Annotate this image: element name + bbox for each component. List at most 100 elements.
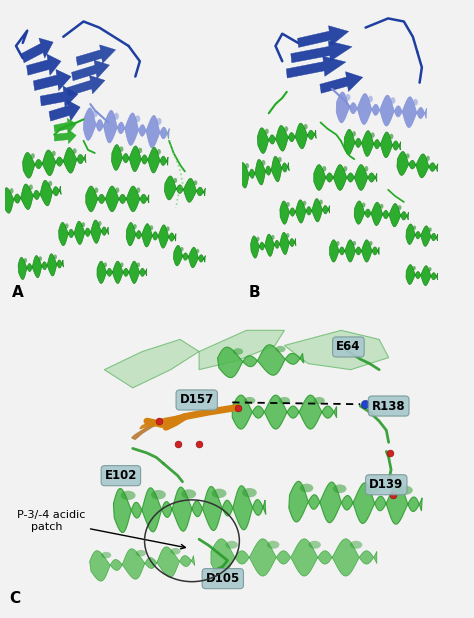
Circle shape (300, 484, 313, 493)
Circle shape (428, 227, 432, 232)
Polygon shape (126, 222, 176, 248)
Circle shape (302, 201, 306, 206)
Circle shape (319, 200, 323, 205)
FancyArrow shape (54, 129, 76, 143)
Circle shape (150, 225, 153, 231)
Text: E64: E64 (336, 341, 361, 353)
Circle shape (265, 129, 269, 134)
Text: B: B (248, 285, 260, 300)
Circle shape (193, 180, 197, 185)
Circle shape (73, 148, 77, 154)
Text: C: C (9, 591, 20, 606)
Circle shape (366, 485, 380, 494)
Circle shape (322, 166, 326, 172)
Circle shape (31, 153, 35, 159)
Circle shape (413, 99, 418, 106)
Circle shape (119, 146, 123, 152)
Circle shape (399, 486, 413, 494)
Circle shape (286, 202, 290, 207)
Circle shape (92, 110, 98, 117)
Circle shape (286, 233, 290, 238)
Polygon shape (218, 345, 304, 378)
Circle shape (365, 166, 368, 172)
Circle shape (267, 541, 279, 549)
Polygon shape (314, 164, 377, 190)
Circle shape (242, 488, 257, 497)
Circle shape (135, 116, 140, 122)
Polygon shape (23, 148, 86, 178)
Polygon shape (199, 330, 284, 370)
FancyArrow shape (76, 45, 116, 66)
Polygon shape (280, 198, 329, 224)
Polygon shape (111, 145, 168, 173)
Text: D105: D105 (206, 572, 240, 585)
Circle shape (336, 241, 339, 246)
Circle shape (391, 97, 395, 104)
Polygon shape (164, 176, 205, 202)
Polygon shape (289, 481, 422, 524)
Polygon shape (344, 129, 401, 158)
Circle shape (309, 541, 321, 549)
Polygon shape (329, 240, 379, 262)
Circle shape (346, 94, 350, 101)
Circle shape (9, 188, 14, 193)
FancyArrow shape (33, 69, 71, 91)
Circle shape (406, 153, 410, 158)
Circle shape (350, 541, 362, 549)
Circle shape (256, 237, 260, 242)
Circle shape (94, 187, 98, 193)
Circle shape (136, 550, 146, 556)
Circle shape (279, 397, 290, 404)
Circle shape (313, 397, 325, 404)
FancyArrow shape (54, 119, 76, 133)
Circle shape (54, 255, 57, 260)
Circle shape (65, 223, 69, 228)
Circle shape (271, 235, 274, 240)
Circle shape (343, 166, 347, 172)
Polygon shape (173, 245, 205, 268)
Circle shape (151, 490, 166, 499)
Circle shape (333, 485, 346, 493)
Circle shape (82, 222, 85, 227)
Circle shape (413, 266, 416, 270)
Circle shape (98, 221, 101, 226)
Circle shape (156, 118, 162, 125)
Polygon shape (140, 407, 237, 429)
Polygon shape (59, 220, 109, 246)
Circle shape (137, 187, 140, 193)
FancyArrow shape (320, 72, 363, 93)
Circle shape (389, 133, 393, 139)
Polygon shape (354, 201, 409, 227)
Circle shape (244, 397, 255, 404)
Circle shape (284, 126, 288, 132)
Polygon shape (239, 156, 289, 188)
Circle shape (398, 205, 401, 210)
Circle shape (182, 489, 196, 499)
Polygon shape (86, 186, 149, 212)
Polygon shape (232, 395, 337, 429)
Circle shape (166, 226, 170, 231)
Polygon shape (97, 261, 146, 284)
Circle shape (115, 187, 119, 193)
FancyArrow shape (49, 100, 80, 121)
Polygon shape (104, 339, 199, 388)
Circle shape (426, 156, 430, 161)
FancyArrow shape (298, 26, 349, 48)
Polygon shape (257, 123, 316, 153)
Circle shape (369, 241, 373, 246)
Circle shape (157, 149, 161, 154)
Text: A: A (11, 285, 23, 300)
Circle shape (52, 151, 56, 156)
Text: D157: D157 (180, 394, 214, 407)
Circle shape (233, 348, 243, 355)
Text: R138: R138 (372, 399, 405, 413)
Circle shape (428, 267, 431, 271)
Circle shape (121, 491, 136, 500)
Circle shape (24, 258, 27, 263)
Polygon shape (83, 108, 169, 148)
Circle shape (103, 263, 107, 267)
Polygon shape (406, 265, 438, 286)
Circle shape (29, 184, 33, 190)
Text: D139: D139 (369, 478, 403, 491)
Circle shape (245, 163, 249, 169)
